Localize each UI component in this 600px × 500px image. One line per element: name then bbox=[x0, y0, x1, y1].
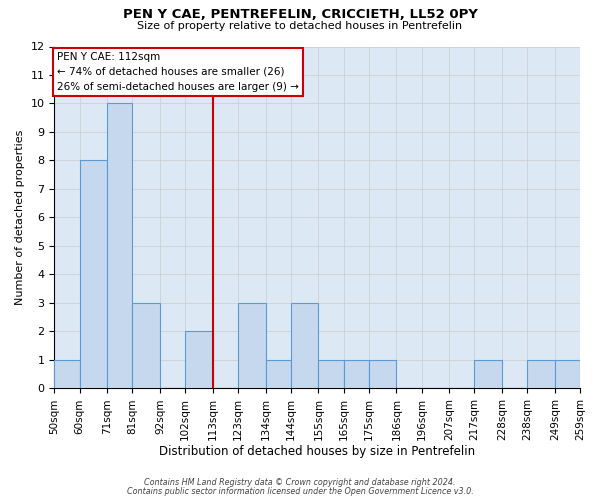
Bar bbox=[475, 360, 502, 388]
Bar bbox=[527, 360, 555, 388]
Bar bbox=[55, 360, 80, 388]
Bar bbox=[238, 303, 266, 388]
Bar bbox=[319, 360, 344, 388]
Bar bbox=[266, 360, 291, 388]
Bar bbox=[369, 360, 397, 388]
Bar bbox=[133, 303, 160, 388]
Y-axis label: Number of detached properties: Number of detached properties bbox=[15, 130, 25, 305]
Bar bbox=[291, 303, 319, 388]
Bar bbox=[344, 360, 369, 388]
Text: Size of property relative to detached houses in Pentrefelin: Size of property relative to detached ho… bbox=[137, 21, 463, 31]
Text: PEN Y CAE, PENTREFELIN, CRICCIETH, LL52 0PY: PEN Y CAE, PENTREFELIN, CRICCIETH, LL52 … bbox=[122, 8, 478, 20]
Text: Contains public sector information licensed under the Open Government Licence v3: Contains public sector information licen… bbox=[127, 487, 473, 496]
Bar bbox=[555, 360, 580, 388]
Text: PEN Y CAE: 112sqm
← 74% of detached houses are smaller (26)
26% of semi-detached: PEN Y CAE: 112sqm ← 74% of detached hous… bbox=[57, 52, 299, 92]
Bar bbox=[107, 104, 133, 389]
Text: Contains HM Land Registry data © Crown copyright and database right 2024.: Contains HM Land Registry data © Crown c… bbox=[144, 478, 456, 487]
Bar bbox=[185, 332, 213, 388]
X-axis label: Distribution of detached houses by size in Pentrefelin: Distribution of detached houses by size … bbox=[159, 444, 475, 458]
Bar bbox=[80, 160, 107, 388]
